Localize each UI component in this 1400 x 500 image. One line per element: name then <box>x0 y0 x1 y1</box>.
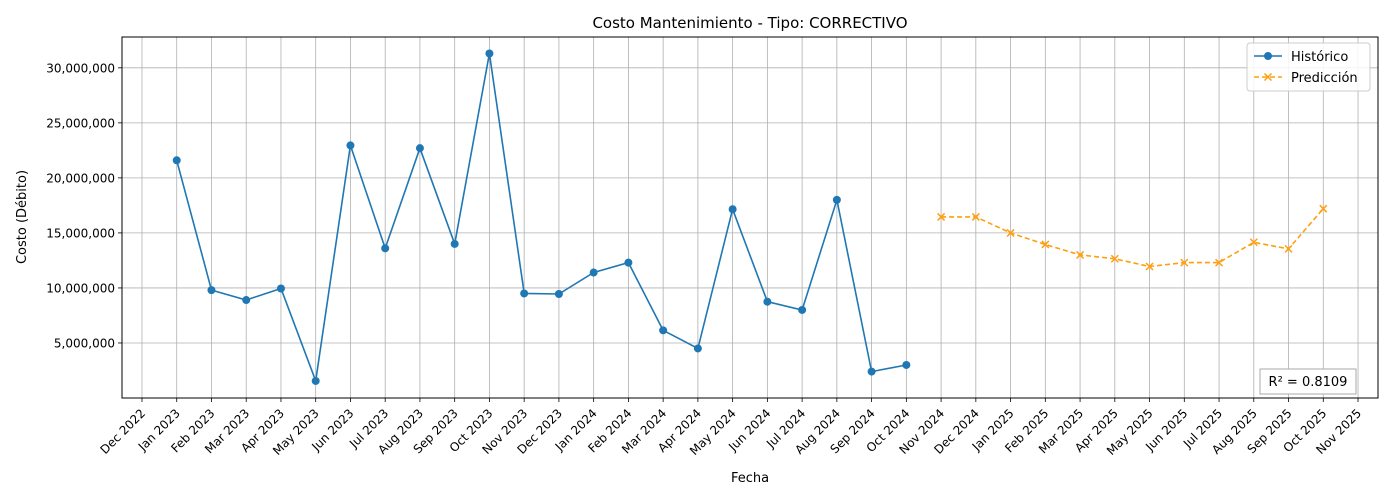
data-point-historico <box>346 141 355 150</box>
data-point-historico <box>832 195 841 204</box>
plot-frame <box>121 36 1379 399</box>
series-line-prediccion <box>941 208 1324 268</box>
r2-text: R² = 0.8109 <box>1269 375 1348 390</box>
y-tick-label: 25,000,000 <box>46 116 115 130</box>
series-layer <box>172 49 1328 385</box>
data-point-historico <box>867 367 876 376</box>
data-point-prediccion <box>1076 250 1085 259</box>
data-point-historico <box>311 376 320 385</box>
series-line-historico <box>175 53 907 385</box>
data-point-historico <box>554 289 563 298</box>
data-point-historico <box>450 239 459 248</box>
data-point-prediccion <box>1041 240 1050 249</box>
data-point-historico <box>415 144 424 153</box>
data-point-historico <box>520 289 529 298</box>
y-axis-label: Costo (Débito) <box>15 170 30 264</box>
y-tick-label: 10,000,000 <box>46 281 115 295</box>
legend-box <box>1246 42 1371 92</box>
data-point-historico <box>798 305 807 314</box>
data-point-prediccion <box>1319 204 1328 213</box>
data-point-prediccion <box>1215 258 1224 267</box>
legend: Histórico Predicción <box>1246 42 1371 92</box>
data-point-prediccion <box>1006 228 1015 237</box>
x-axis-label: Fecha <box>731 471 769 486</box>
data-point-prediccion <box>1249 238 1258 247</box>
data-point-historico <box>207 286 216 295</box>
grid <box>122 37 1378 398</box>
data-point-historico <box>276 284 285 293</box>
data-point-historico <box>659 326 668 335</box>
data-point-historico <box>242 296 251 305</box>
r2-box <box>1259 368 1357 395</box>
data-point-historico <box>172 156 181 165</box>
data-point-historico <box>728 205 737 214</box>
data-point-historico <box>624 258 633 267</box>
data-point-prediccion <box>1110 254 1119 263</box>
y-axis: 5,000,000 10,000,000 15,000,000 20,000,000 2… <box>46 61 122 350</box>
legend-historico-label: Histórico <box>1291 50 1348 65</box>
data-point-prediccion <box>937 212 946 221</box>
data-point-historico <box>763 297 772 306</box>
data-point-historico <box>902 360 911 369</box>
data-point-historico <box>693 344 702 353</box>
chart-title: Costo Mantenimiento - Tipo: CORRECTIVO <box>592 14 907 32</box>
y-tick-label: 30,000,000 <box>46 61 115 75</box>
data-point-historico <box>381 244 390 253</box>
legend-prediccion-label: Predicción <box>1291 71 1358 86</box>
y-tick-label: 15,000,000 <box>46 226 115 240</box>
legend-prediccion-marker <box>1263 72 1273 82</box>
r2-annotation: R² = 0.8109 <box>1259 368 1357 395</box>
data-point-historico <box>485 49 494 58</box>
legend-historico-marker <box>1264 52 1272 60</box>
data-point-prediccion <box>1145 262 1154 271</box>
y-tick-label: 20,000,000 <box>46 171 115 185</box>
data-point-prediccion <box>1180 258 1189 267</box>
y-tick-label: 5,000,000 <box>54 336 115 350</box>
data-point-prediccion <box>971 212 980 221</box>
data-point-historico <box>589 268 598 277</box>
data-point-prediccion <box>1284 244 1293 253</box>
